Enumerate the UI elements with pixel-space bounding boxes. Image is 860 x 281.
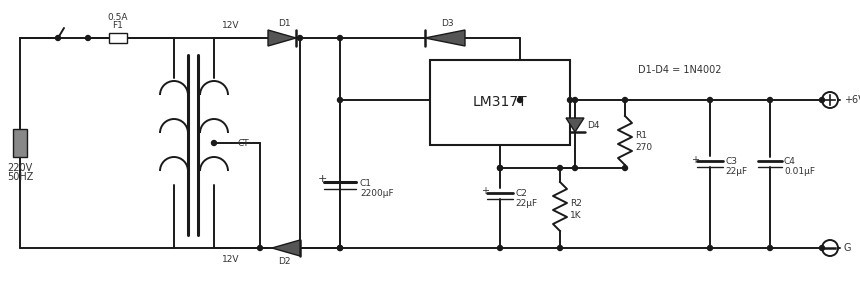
Circle shape (56, 35, 60, 40)
Text: C3: C3 (725, 157, 737, 167)
Text: 270: 270 (635, 142, 652, 151)
Text: CT: CT (238, 139, 249, 148)
Circle shape (85, 35, 90, 40)
Text: D2: D2 (278, 257, 291, 266)
Circle shape (337, 35, 342, 40)
Circle shape (497, 246, 502, 250)
Text: F1: F1 (113, 22, 124, 31)
Text: D1-D4 = 1N4002: D1-D4 = 1N4002 (638, 65, 722, 75)
Circle shape (573, 98, 578, 103)
Circle shape (518, 98, 523, 103)
Circle shape (337, 98, 342, 103)
Text: 50HZ: 50HZ (7, 172, 34, 182)
Circle shape (298, 35, 303, 40)
Circle shape (568, 98, 573, 103)
Circle shape (557, 166, 562, 171)
Text: 220V: 220V (8, 163, 33, 173)
Circle shape (820, 246, 825, 250)
Text: 0.01μF: 0.01μF (784, 167, 815, 176)
Circle shape (708, 246, 712, 250)
Text: G: G (844, 243, 851, 253)
Circle shape (767, 98, 772, 103)
Circle shape (822, 92, 838, 108)
Text: +6V: +6V (844, 95, 860, 105)
Bar (13, 129, 27, 157)
Text: 12V: 12V (222, 255, 239, 264)
Text: 12V: 12V (222, 22, 239, 31)
Circle shape (497, 166, 502, 171)
Circle shape (820, 98, 825, 103)
Text: C1: C1 (360, 178, 372, 187)
Text: C2: C2 (515, 189, 527, 198)
Circle shape (767, 246, 772, 250)
Polygon shape (566, 118, 584, 132)
Bar (109, 33, 127, 43)
Text: 1K: 1K (570, 210, 581, 219)
Circle shape (497, 166, 502, 171)
Text: +: + (481, 186, 489, 196)
Bar (430, 60, 570, 145)
Polygon shape (425, 30, 465, 46)
Text: +: + (317, 174, 327, 184)
Polygon shape (268, 30, 296, 46)
Text: LM317T: LM317T (473, 96, 527, 110)
Circle shape (212, 140, 217, 146)
Circle shape (257, 246, 262, 250)
Circle shape (337, 246, 342, 250)
Circle shape (337, 246, 342, 250)
Text: 22μF: 22μF (725, 167, 747, 176)
Circle shape (822, 240, 838, 256)
Text: R1: R1 (635, 130, 647, 139)
Text: +: + (691, 155, 699, 165)
Text: D4: D4 (587, 121, 599, 130)
Circle shape (573, 166, 578, 171)
Text: 0.5A: 0.5A (108, 12, 128, 22)
Text: 2200μF: 2200μF (360, 189, 394, 198)
Text: C4: C4 (784, 157, 796, 167)
Circle shape (623, 166, 628, 171)
Text: D3: D3 (440, 19, 453, 28)
Circle shape (708, 98, 712, 103)
Circle shape (557, 246, 562, 250)
Text: D1: D1 (278, 19, 291, 28)
Text: 22μF: 22μF (515, 198, 538, 207)
Circle shape (623, 98, 628, 103)
Text: R2: R2 (570, 198, 582, 207)
Polygon shape (272, 240, 300, 256)
